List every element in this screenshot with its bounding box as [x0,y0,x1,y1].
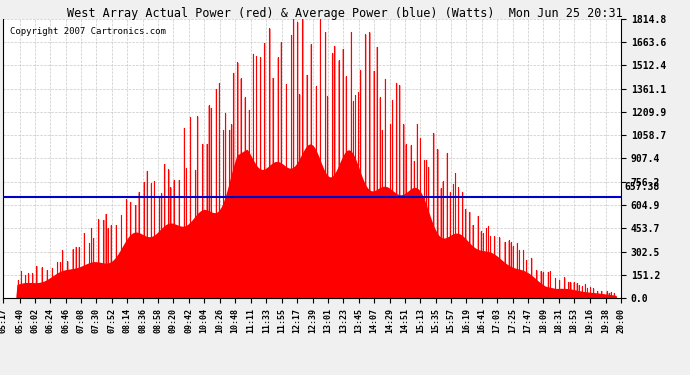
Text: 657.38: 657.38 [624,183,660,192]
Text: Copyright 2007 Cartronics.com: Copyright 2007 Cartronics.com [10,27,166,36]
Text: West Array Actual Power (red) & Average Power (blue) (Watts)  Mon Jun 25 20:31: West Array Actual Power (red) & Average … [67,8,623,21]
